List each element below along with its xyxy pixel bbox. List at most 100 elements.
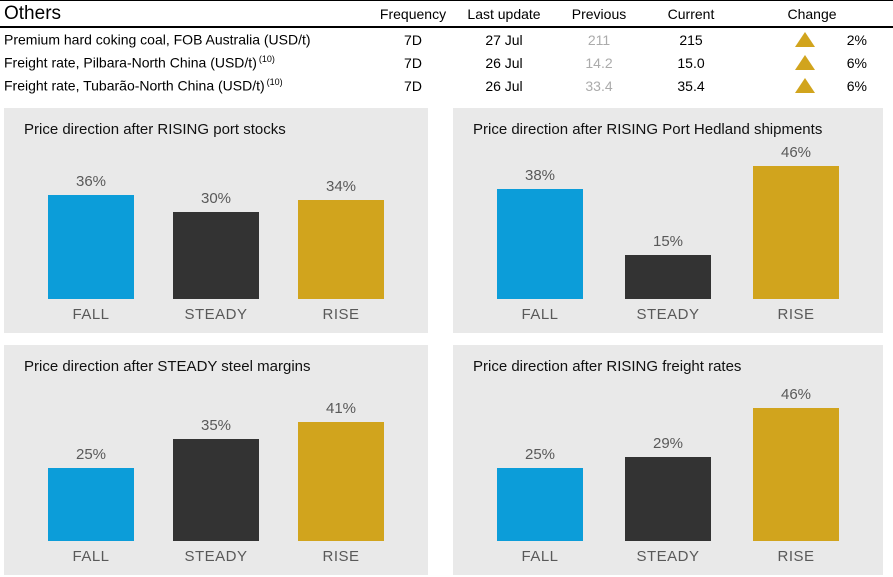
change-percent: 2% (846, 31, 867, 48)
change-cell: 2% (737, 32, 887, 48)
category-label: FALL (72, 305, 110, 323)
bar-value-label: 30% (200, 190, 232, 207)
bar-rise (753, 408, 839, 541)
category-label: STEADY (636, 547, 700, 565)
bar-fall (497, 189, 583, 299)
bar-value-label: 25% (524, 446, 556, 463)
current-value: 215 (679, 31, 703, 48)
table-row: Freight rate, Pilbara-North China (USD/t… (0, 51, 893, 74)
last-update-value: 26 Jul (485, 77, 523, 94)
row-label: Premium hard coking coal, FOB Australia … (4, 31, 311, 48)
previous-value: 211 (587, 31, 611, 48)
table-row: Freight rate, Tubarão-North China (USD/t… (0, 74, 893, 97)
bar-group-steady: 29% (625, 435, 711, 541)
bar-value-label: 29% (652, 435, 684, 452)
frequency-value: 7D (404, 31, 422, 48)
bar-value-label: 25% (75, 446, 107, 463)
column-header-frequency: Frequency (379, 5, 447, 22)
last-update-value: 27 Jul (485, 31, 523, 48)
bars-area: 25% 35% 41% (4, 377, 428, 541)
bar-value-label: 15% (652, 233, 684, 250)
bar-value-label: 36% (75, 173, 107, 190)
bar-group-rise: 46% (753, 386, 839, 541)
bar-fall (48, 195, 134, 299)
bar-value-label: 46% (780, 144, 812, 161)
bar-fall (48, 468, 134, 541)
previous-value: 33.4 (585, 77, 613, 94)
bar-steady (173, 212, 259, 299)
bar-value-label: 46% (780, 386, 812, 403)
bar-group-steady: 15% (625, 233, 711, 299)
current-value: 15.0 (677, 54, 705, 71)
bar-group-fall: 25% (48, 446, 134, 541)
chart-panel-port-hedland-shipments: Price direction after RISING Port Hedlan… (453, 108, 883, 333)
bar-group-rise: 34% (298, 178, 384, 299)
row-label: Freight rate, Pilbara-North China (USD/t… (4, 54, 275, 71)
category-label: RISE (777, 547, 815, 565)
table-row: Premium hard coking coal, FOB Australia … (0, 28, 893, 51)
category-label: STEADY (636, 305, 700, 323)
footnote-marker: (10) (258, 54, 275, 65)
metrics-table: Others Frequency Last update Previous Cu… (0, 0, 893, 97)
footnote-marker: (10) (266, 77, 283, 88)
bar-value-label: 38% (524, 167, 556, 184)
bar-value-label: 35% (200, 417, 232, 434)
previous-value: 14.2 (585, 54, 613, 71)
category-label: FALL (521, 547, 559, 565)
frequency-value: 7D (404, 54, 422, 71)
column-header-change: Change (787, 5, 837, 22)
category-axis: FALL STEADY RISE (453, 299, 883, 329)
bars-area: 36% 30% 34% (4, 140, 428, 299)
column-header-current: Current (667, 5, 715, 22)
chart-title: Price direction after RISING Port Hedlan… (473, 121, 823, 138)
up-triangle-icon (795, 78, 815, 93)
category-label: STEADY (184, 305, 248, 323)
current-value: 35.4 (677, 77, 705, 94)
chart-panel-steel-margins: Price direction after STEADY steel margi… (4, 345, 428, 575)
category-label: RISE (322, 547, 360, 565)
category-axis: FALL STEADY RISE (453, 541, 883, 571)
bars-area: 38% 15% 46% (453, 140, 883, 299)
chart-panel-freight-rates: Price direction after RISING freight rat… (453, 345, 883, 575)
bar-steady (625, 255, 711, 299)
bar-fall (497, 468, 583, 541)
change-percent: 6% (846, 54, 867, 71)
bar-rise (753, 166, 839, 299)
bar-group-fall: 38% (497, 167, 583, 299)
category-label: RISE (322, 305, 360, 323)
column-header-last-update: Last update (467, 5, 541, 22)
up-triangle-icon (795, 55, 815, 70)
category-label: FALL (72, 547, 110, 565)
row-label: Freight rate, Tubarão-North China (USD/t… (4, 77, 283, 94)
bar-value-label: 34% (325, 178, 357, 195)
category-axis: FALL STEADY RISE (4, 299, 428, 329)
bar-group-fall: 25% (497, 446, 583, 541)
bar-value-label: 41% (325, 400, 357, 417)
up-triangle-icon (795, 32, 815, 47)
chart-panel-port-stocks: Price direction after RISING port stocks… (4, 108, 428, 333)
bar-group-fall: 36% (48, 173, 134, 299)
bar-group-steady: 35% (173, 417, 259, 541)
bar-rise (298, 422, 384, 541)
bar-rise (298, 200, 384, 299)
change-cell: 6% (737, 78, 887, 94)
category-label: STEADY (184, 547, 248, 565)
last-update-value: 26 Jul (485, 54, 523, 71)
table-header-row: Others Frequency Last update Previous Cu… (0, 1, 893, 28)
bar-group-rise: 41% (298, 400, 384, 541)
change-cell: 6% (737, 55, 887, 71)
column-header-previous: Previous (571, 5, 627, 22)
bars-area: 25% 29% 46% (453, 377, 883, 541)
bar-steady (625, 457, 711, 541)
chart-title: Price direction after RISING freight rat… (473, 358, 742, 375)
charts-grid: Price direction after RISING port stocks… (4, 108, 885, 575)
bar-group-steady: 30% (173, 190, 259, 299)
table-title: Others (4, 2, 62, 24)
category-axis: FALL STEADY RISE (4, 541, 428, 571)
frequency-value: 7D (404, 77, 422, 94)
category-label: RISE (777, 305, 815, 323)
bar-group-rise: 46% (753, 144, 839, 299)
change-percent: 6% (846, 77, 867, 94)
chart-title: Price direction after STEADY steel margi… (24, 358, 311, 375)
bar-steady (173, 439, 259, 541)
